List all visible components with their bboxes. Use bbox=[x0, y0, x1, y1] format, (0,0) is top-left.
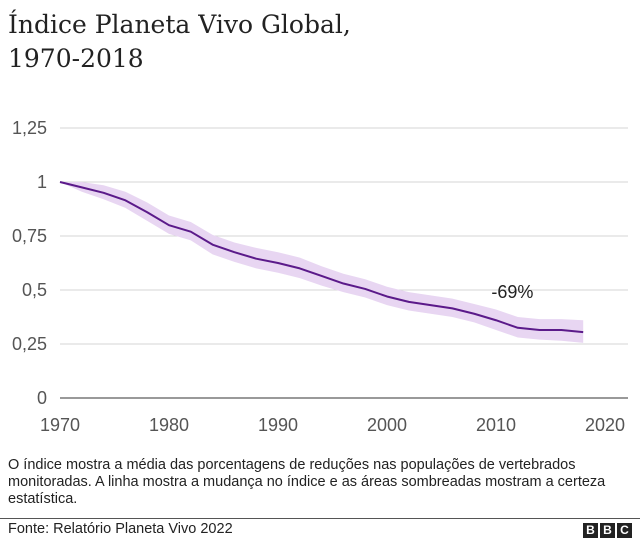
y-tick-label: 0,25 bbox=[12, 334, 47, 354]
line-chart: 0 0,25 0,5 0,75 1 1,25 1970 1980 1990 2000 2010 202… bbox=[12, 118, 628, 435]
x-tick-label: 2000 bbox=[367, 415, 407, 435]
index-line bbox=[59, 181, 584, 334]
title-line-1: Índice Planeta Vivo Global, bbox=[8, 10, 351, 39]
y-tick-label: 1 bbox=[37, 172, 47, 192]
bbc-logo-letter: B bbox=[600, 523, 615, 538]
bbc-logo: B B C bbox=[583, 523, 632, 538]
y-tick-label: 0,75 bbox=[12, 226, 47, 246]
confidence-band bbox=[60, 182, 584, 343]
x-tick-label: 1980 bbox=[149, 415, 189, 435]
bbc-logo-letter: C bbox=[617, 523, 632, 538]
divider bbox=[0, 518, 640, 519]
title-line-2: 1970-2018 bbox=[8, 44, 144, 73]
bbc-logo-letter: B bbox=[583, 523, 598, 538]
y-tick-label: 0,5 bbox=[22, 280, 47, 300]
source-text: Fonte: Relatório Planeta Vivo 2022 bbox=[8, 521, 233, 537]
x-tick-label: 2010 bbox=[476, 415, 516, 435]
x-tick-label: 1990 bbox=[258, 415, 298, 435]
chart-title: Índice Planeta Vivo Global, 1970-2018 bbox=[8, 8, 608, 76]
annotation-label: -69% bbox=[491, 282, 533, 302]
y-tick-label: 0 bbox=[37, 388, 47, 408]
y-tick-label: 1,25 bbox=[12, 118, 47, 138]
x-tick-label: 2020 bbox=[585, 415, 625, 435]
x-tick-label: 1970 bbox=[40, 415, 80, 435]
chart-note: O índice mostra a média das porcentagens… bbox=[8, 457, 606, 507]
